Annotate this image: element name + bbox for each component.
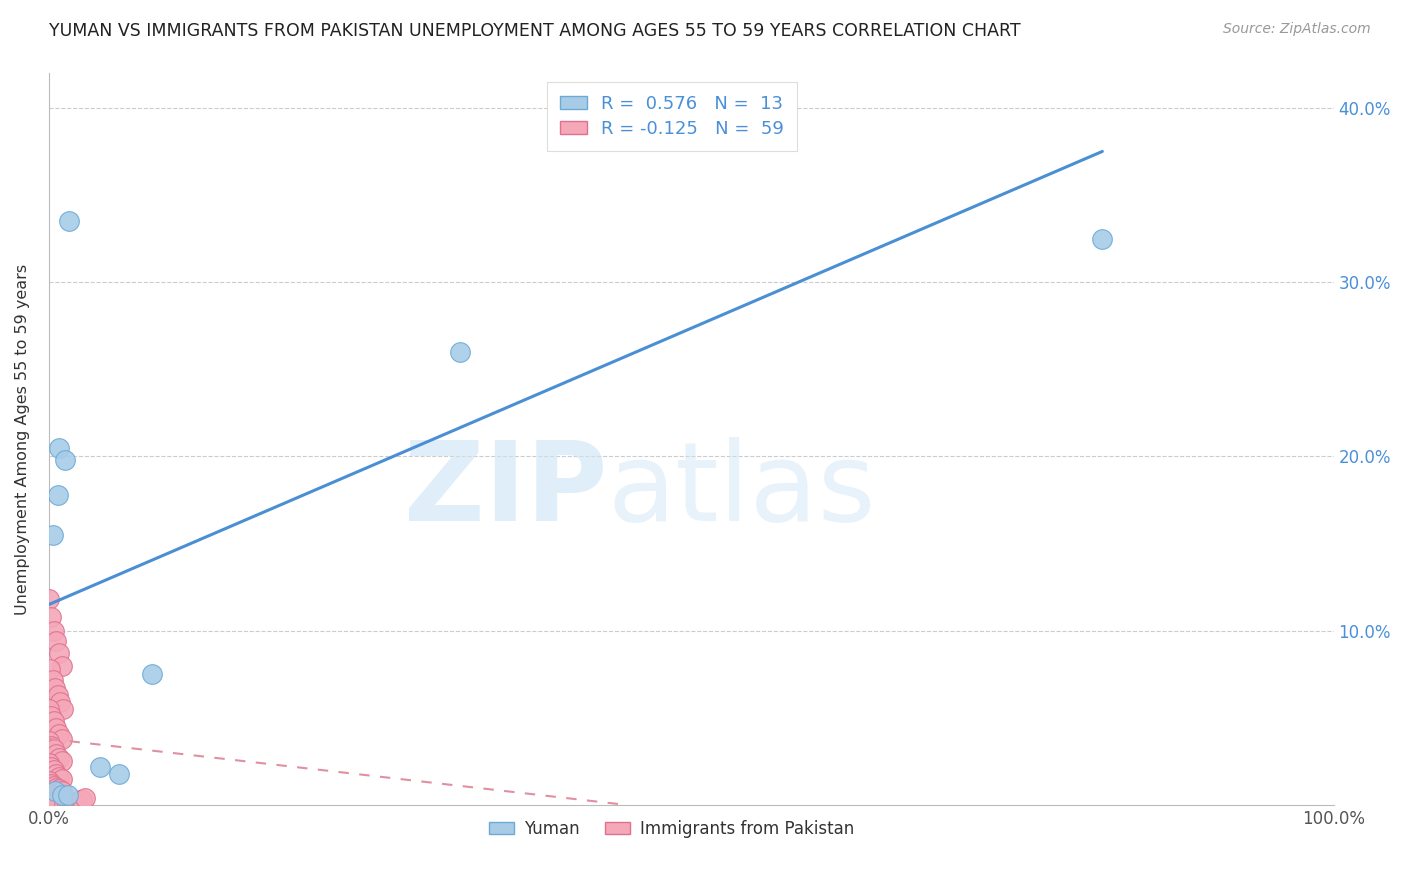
- Point: [55, 453, 77, 467]
- Point: [58, 214, 80, 228]
- Y-axis label: Unemployment Among Ages 55 to 59 years: Unemployment Among Ages 55 to 59 years: [15, 263, 30, 615]
- Point: [38, 756, 60, 771]
- Point: [51, 731, 73, 746]
- Point: [46, 688, 69, 702]
- Point: [42, 779, 65, 793]
- Point: [108, 766, 131, 780]
- Point: [38, 733, 60, 747]
- Text: atlas: atlas: [607, 437, 876, 544]
- Text: YUMAN VS IMMIGRANTS FROM PAKISTAN UNEMPLOYMENT AMONG AGES 55 TO 59 YEARS CORRELA: YUMAN VS IMMIGRANTS FROM PAKISTAN UNEMPL…: [49, 22, 1021, 40]
- Point: [38, 797, 60, 812]
- Point: [45, 634, 67, 648]
- Point: [42, 763, 65, 777]
- Point: [70, 793, 93, 807]
- Point: [48, 646, 70, 660]
- Point: [42, 789, 65, 804]
- Point: [51, 793, 73, 807]
- Point: [89, 759, 111, 773]
- Point: [48, 726, 70, 740]
- Point: [38, 702, 60, 716]
- Point: [44, 681, 66, 696]
- Text: Source: ZipAtlas.com: Source: ZipAtlas.com: [1223, 22, 1371, 37]
- Point: [48, 793, 70, 807]
- Point: [41, 797, 63, 812]
- Point: [38, 592, 60, 607]
- Point: [45, 780, 67, 795]
- Point: [45, 791, 67, 805]
- Point: [48, 751, 70, 765]
- Point: [51, 658, 73, 673]
- Point: [449, 344, 471, 359]
- Point: [51, 784, 73, 798]
- Point: [58, 797, 80, 811]
- Point: [51, 772, 73, 786]
- Point: [38, 773, 60, 788]
- Point: [38, 795, 60, 809]
- Point: [56, 788, 79, 802]
- Point: [41, 788, 63, 802]
- Point: [48, 797, 70, 812]
- Point: [41, 777, 63, 791]
- Point: [41, 739, 63, 753]
- Point: [1091, 231, 1114, 245]
- Point: [45, 747, 67, 762]
- Point: [41, 795, 63, 809]
- Point: [73, 791, 96, 805]
- Point: [51, 788, 73, 802]
- Point: [60, 797, 83, 811]
- Point: [41, 759, 63, 773]
- Point: [48, 770, 70, 784]
- Point: [42, 742, 65, 756]
- Point: [141, 667, 163, 681]
- Text: ZIP: ZIP: [405, 437, 607, 544]
- Point: [42, 624, 65, 638]
- Point: [45, 797, 67, 811]
- Point: [41, 709, 63, 723]
- Point: [41, 528, 63, 542]
- Point: [69, 793, 91, 807]
- Point: [51, 797, 73, 812]
- Legend: Yuman, Immigrants from Pakistan: Yuman, Immigrants from Pakistan: [482, 813, 860, 844]
- Point: [66, 795, 89, 809]
- Point: [45, 766, 67, 780]
- Point: [53, 797, 76, 812]
- Point: [48, 441, 70, 455]
- Point: [38, 786, 60, 800]
- Point: [55, 797, 77, 812]
- Point: [41, 673, 63, 687]
- Point: [48, 782, 70, 797]
- Point: [42, 714, 65, 729]
- Point: [63, 795, 86, 809]
- Point: [39, 662, 62, 676]
- Point: [46, 488, 69, 502]
- Point: [41, 609, 63, 624]
- Point: [45, 722, 67, 736]
- Point: [49, 695, 72, 709]
- Point: [44, 784, 66, 798]
- Point: [52, 702, 75, 716]
- Point: [42, 797, 65, 811]
- Point: [51, 755, 73, 769]
